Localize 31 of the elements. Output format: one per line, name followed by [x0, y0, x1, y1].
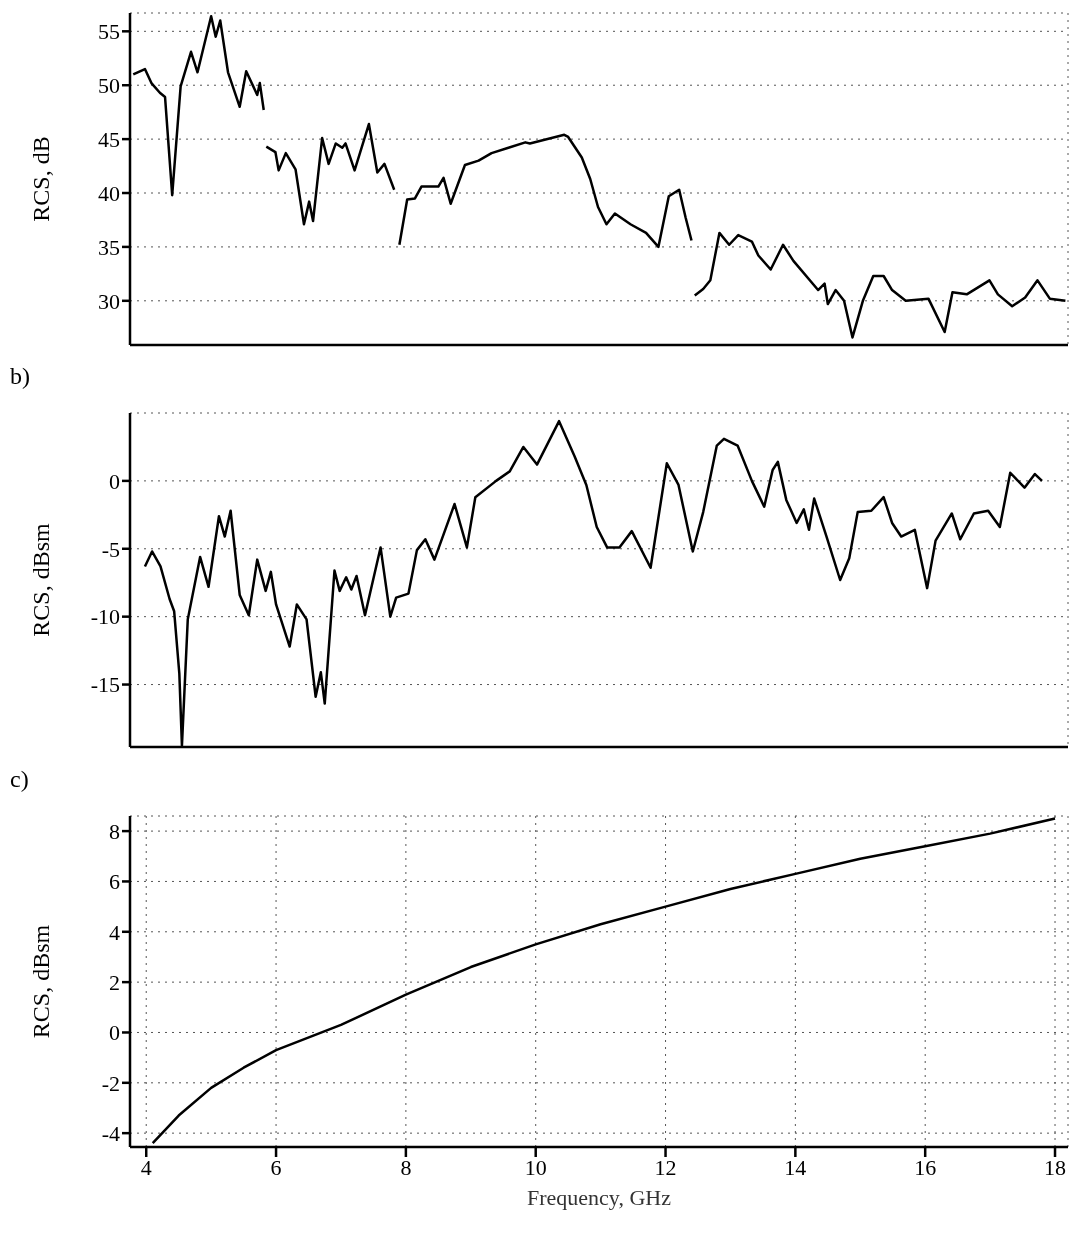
text: b): [10, 363, 30, 390]
y-tick-label: 45: [98, 126, 120, 152]
y-axis-title: RCS, dB: [27, 136, 54, 222]
y-tick-label: 50: [98, 73, 120, 99]
y-tick-label: -4: [101, 1120, 120, 1146]
x-tick-label: 10: [524, 1154, 547, 1180]
y-tick-label: -5: [101, 536, 120, 562]
x-axis-title: Frequency, GHz: [526, 1185, 672, 1211]
y-tick-label: -10: [90, 604, 120, 630]
x-tick-label: 4: [140, 1154, 152, 1180]
x-tick-label: 8: [400, 1154, 412, 1180]
y-tick-label: 40: [98, 180, 120, 206]
y-tick-label: 8: [109, 818, 120, 844]
y-tick-label: 2: [109, 969, 120, 995]
y-tick-label: 4: [109, 919, 120, 945]
x-tick-label: 6: [270, 1154, 282, 1180]
x-tick-label: 18: [1044, 1154, 1067, 1180]
y-tick-label: -2: [101, 1070, 120, 1096]
y-tick-label: 6: [109, 869, 120, 895]
y-tick-label: 35: [98, 234, 120, 260]
y-tick-label: 30: [98, 288, 120, 314]
y-tick-label: 55: [98, 19, 120, 45]
y-tick-label: 0: [109, 468, 120, 494]
x-tick-label: 16: [914, 1154, 937, 1180]
text: c): [10, 766, 29, 793]
x-tick-label: 14: [784, 1154, 807, 1180]
y-axis-title: RCS, dBsm: [27, 924, 54, 1039]
y-tick-label: -15: [90, 672, 120, 698]
y-axis-title: RCS, dBsm: [27, 522, 54, 637]
x-tick-label: 12: [654, 1154, 677, 1180]
y-tick-label: 0: [109, 1020, 120, 1046]
